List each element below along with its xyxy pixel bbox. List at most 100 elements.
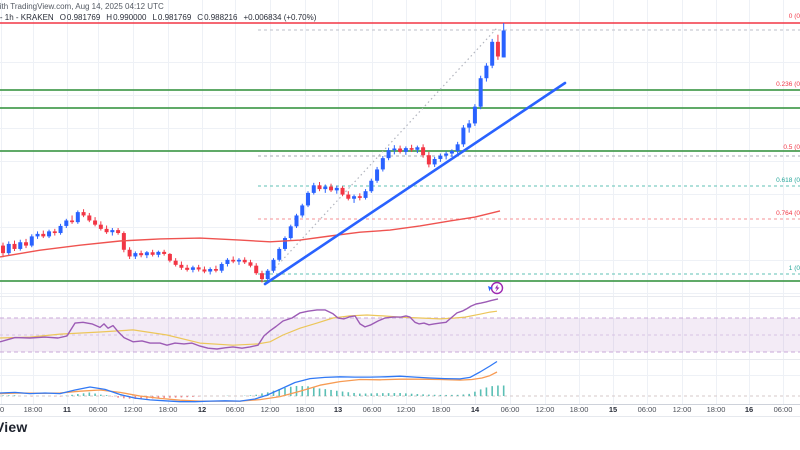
tradingview-logo[interactable]: View	[0, 419, 28, 435]
candle-body	[317, 185, 322, 190]
candle-body	[409, 148, 414, 150]
fib-level-label: 0.5 (0	[783, 144, 800, 151]
close-label: C	[197, 13, 204, 22]
trendline[interactable]	[263, 81, 567, 286]
candle-body	[179, 264, 184, 268]
candle-body	[75, 212, 80, 223]
candle-body	[282, 238, 287, 249]
macd-line	[0, 360, 498, 403]
candle-body	[242, 259, 247, 263]
candle-body	[403, 148, 408, 152]
candle-body	[248, 262, 253, 266]
time-axis-label[interactable]: 12:00	[397, 405, 416, 414]
candle-body	[501, 30, 506, 58]
time-axis-label[interactable]: 06:00	[226, 405, 245, 414]
rsi-ma-line	[0, 310, 498, 346]
candle-body	[110, 230, 115, 233]
time-axis-label[interactable]: 18:00	[296, 405, 315, 414]
candle-body	[277, 248, 282, 260]
candle-body	[265, 270, 270, 280]
candle-body	[392, 148, 397, 151]
attribution-text: with TradingView.com, Aug 14, 2025 04:12…	[0, 2, 164, 11]
high-value: 0.990000	[113, 13, 147, 22]
candle-body	[236, 259, 241, 262]
time-axis-label[interactable]: 06:00	[501, 405, 520, 414]
time-axis-label[interactable]: 06:00	[89, 405, 108, 414]
moving-average-line	[0, 210, 501, 258]
macd-signal-line	[0, 371, 498, 402]
fib-level-label: 0.764 (0	[776, 210, 800, 217]
symbol-series-label: r - 1h - KRAKEN	[0, 13, 54, 22]
candle-body	[196, 267, 201, 270]
candle-body	[495, 41, 500, 57]
time-axis-label[interactable]: 13	[334, 405, 342, 414]
time-axis-label[interactable]: 14	[471, 405, 480, 414]
candle-body	[449, 151, 454, 154]
time-axis-label[interactable]: 12:00	[124, 405, 143, 414]
candle-body	[202, 269, 207, 272]
candle-body	[490, 41, 495, 66]
candle-body	[81, 212, 86, 216]
time-axis-label[interactable]: 06:00	[363, 405, 382, 414]
candle-body	[461, 127, 466, 145]
ohlc-open: O 0.981769	[60, 13, 101, 22]
fib-level-label: 1 (0	[789, 265, 800, 272]
candle-body	[472, 106, 477, 124]
candle-body	[369, 180, 374, 192]
cursor-icon	[488, 286, 493, 292]
time-axis-label[interactable]: 12:00	[673, 405, 692, 414]
candle-body	[323, 186, 328, 190]
candle-body	[18, 242, 23, 249]
candle-body	[144, 252, 149, 256]
candle-body	[173, 260, 178, 265]
candle-body	[150, 252, 155, 255]
time-axis-label[interactable]: 18:00	[707, 405, 726, 414]
candle-body	[127, 249, 132, 257]
candle-body	[421, 147, 426, 156]
candle-body	[219, 263, 224, 271]
candle-body	[357, 196, 362, 198]
candle-body	[288, 226, 293, 239]
fib-connector-dotted-line[interactable]	[262, 27, 498, 282]
candle-body	[294, 215, 299, 227]
candle-body	[64, 220, 69, 226]
time-axis-label[interactable]: 06:00	[774, 405, 793, 414]
candle-body	[259, 273, 264, 280]
fib-level-label: 0.236 (0	[776, 81, 800, 88]
candle-body	[225, 259, 230, 264]
candle-body	[116, 230, 121, 234]
candle-body	[478, 78, 483, 107]
candle-body	[363, 191, 368, 198]
time-axis-label[interactable]: 12:00	[536, 405, 555, 414]
candle-body	[29, 236, 34, 246]
ohlc-high: H 0.990000	[106, 13, 146, 22]
open-value: 0.981769	[66, 13, 101, 22]
time-axis-label[interactable]: 16	[745, 405, 753, 414]
time-axis-label[interactable]: 11	[63, 405, 71, 414]
rsi-line	[0, 298, 499, 350]
time-axis-label[interactable]: 18:00	[432, 405, 451, 414]
time-axis-label[interactable]: 18:00	[159, 405, 178, 414]
candle-body	[47, 231, 52, 237]
candle-body	[455, 144, 460, 152]
candle-body	[375, 169, 380, 181]
candle-body	[386, 150, 391, 159]
candle-body	[52, 231, 57, 234]
candle-body	[467, 123, 472, 128]
time-axis-label[interactable]: 18:00	[570, 405, 589, 414]
time-axis-label[interactable]: 18:00	[24, 405, 43, 414]
time-axis-label[interactable]: 12:00	[261, 405, 280, 414]
time-axis-label[interactable]: 12	[198, 405, 206, 414]
candle-body	[98, 224, 103, 229]
time-axis-label[interactable]: 15	[609, 405, 617, 414]
candle-body	[352, 196, 357, 199]
candle-body	[213, 269, 218, 271]
time-axis-label[interactable]: 0	[0, 405, 4, 414]
candle-body	[156, 251, 161, 255]
candle-body	[398, 148, 403, 152]
time-axis-label[interactable]: 06:00	[638, 405, 657, 414]
candle-body	[35, 233, 40, 237]
candle-body	[167, 253, 172, 261]
